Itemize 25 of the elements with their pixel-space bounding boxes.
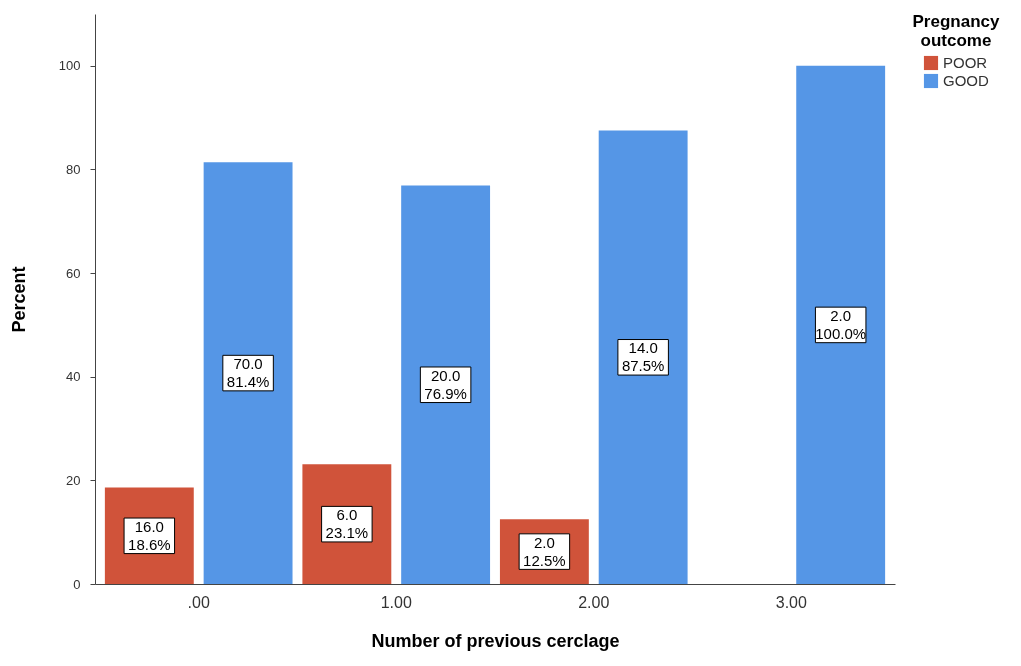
y-tick-label: 100 [58, 58, 81, 74]
x-tick-label: 2.00 [578, 593, 610, 611]
bar [401, 185, 491, 584]
y-axis-title: Percent [8, 266, 29, 333]
bar [796, 65, 886, 584]
x-tick-label: 1.00 [380, 593, 412, 611]
x-tick-label: .00 [187, 593, 210, 611]
data-label: 16.0 18.6% [128, 517, 171, 553]
bar [598, 130, 688, 584]
y-tick-label: 60 [66, 265, 81, 281]
legend-label: POOR [943, 54, 988, 71]
data-label: 2.0 12.5% [523, 533, 566, 569]
x-tick-label: 3.00 [775, 593, 807, 611]
data-label: 20.0 76.9% [424, 366, 467, 402]
y-tick-label: 80 [66, 161, 81, 177]
data-label: 70.0 81.4% [226, 355, 270, 391]
x-axis-title: Number of previous cerclage [371, 630, 620, 651]
legend-label: GOOD [943, 72, 989, 89]
data-label: 6.0 23.1% [325, 506, 369, 542]
y-tick-label: 0 [73, 576, 81, 592]
y-tick-label: 20 [66, 472, 81, 488]
y-tick-label: 40 [66, 369, 81, 385]
legend-title: Pregnancy outcome [912, 12, 1000, 50]
data-label: 14.0 87.5% [621, 339, 665, 375]
bar [203, 162, 293, 584]
